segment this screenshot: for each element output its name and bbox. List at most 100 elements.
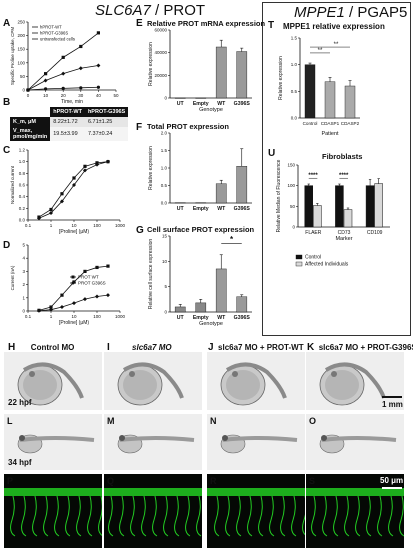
left-figure-title: SLC6A7 / PROT [95,2,205,19]
y-tick-label: 20000 [154,73,167,78]
fluorescence-image [306,488,404,537]
data-point [95,265,99,270]
embryo-image [117,434,195,454]
bar [365,185,375,228]
y-tick-label: 2.0 [161,131,168,136]
bar [215,46,227,99]
y-tick-label: 100 [17,60,25,65]
neuron-axon [21,495,27,537]
embryo-tail [321,436,397,442]
data-point [83,269,87,273]
data-point [106,264,110,268]
x-tick-label: FLAER [305,230,322,236]
microscopy-panel [4,352,102,410]
panel-letter-u: U [268,148,276,159]
neuron-axon [43,495,49,537]
x-tick-label: 100 [93,314,101,319]
legend-label: hPROT-G396S [40,31,68,36]
x-tick-label: 10 [71,223,77,228]
data-point [95,294,99,299]
embryo-image [17,434,95,454]
x-tick-label: 1 [50,314,53,319]
embryo-tail [19,436,95,442]
y-tick-label: 0.0 [19,218,26,223]
bar [174,306,186,313]
eye [19,435,25,441]
x-tick-label: G396S [234,206,251,212]
spinal-cord [207,488,305,496]
protein-name: PGAP5 [357,4,408,21]
title-separator: / [344,4,358,21]
chart-title-g: Cell surface PROT expression [147,225,255,234]
data-point [61,71,66,76]
legend-label: Control [305,255,321,261]
right-box [262,2,411,336]
significance-star: * [230,235,234,244]
panel-letter: N [210,416,217,426]
neuron-axon [258,495,264,537]
y-tick-label: 10 [162,259,168,264]
fluorescence-image [207,488,305,537]
neuron-axon [333,495,339,537]
data-point [72,183,76,187]
data-point [82,297,87,302]
significance-star: ** [334,42,339,48]
neuron-axon [174,495,180,537]
y-tick-label: 100 [287,183,295,188]
x-tick-label: 50 [113,93,119,98]
x-tick-label: G396S [234,315,251,321]
data-point [44,87,48,91]
x-tick-label: WT [217,101,226,107]
embryo-image [319,362,386,406]
data-point [72,176,76,180]
y-tick-label: 0.8 [19,171,26,176]
data-point [95,162,99,167]
scale-bar [382,487,402,489]
column-header-slc6a7-mo: I slc6a7 MO [107,342,172,353]
data-point [59,305,64,310]
scale-bar-label: 50 μm [380,476,404,485]
y-tick-label: 5 [164,284,167,289]
x-tick-label: G396S [234,101,251,107]
data-point [61,86,65,90]
row-label-34hpf: 34 hpf [8,458,32,467]
table-cell: 7.37±0.24 [84,127,129,141]
eye [331,371,337,377]
neuron-axon [344,495,350,537]
y-tick-label: 200 [17,33,25,38]
y-tick-label: 0.6 [19,183,26,188]
neuron-axon [98,495,102,536]
chart-title-f: Total PROT expression [147,122,229,131]
microscopy-panel: L [4,414,102,470]
panel-letter: L [7,416,13,426]
y-tick-label: 50 [290,204,296,209]
panel-letter-d: D [3,240,11,251]
neuron-axon [355,495,361,537]
data-point [61,55,65,59]
y-tick-label: 1 [22,295,25,300]
x-tick-label: 20 [61,93,67,98]
x-tick-label: 0.1 [25,314,32,319]
spinal-cord [306,488,404,496]
neuron-axon [377,495,383,537]
microscopy-panel: M [104,414,202,470]
y-tick-label: 0.5 [161,183,168,188]
microscopy-panel [104,352,202,410]
table-header-mut: hPROT-G396S [84,107,129,117]
y-tick-label: 0 [22,88,25,93]
data-point [72,301,76,306]
bar [215,268,227,313]
bar [335,185,344,228]
neuron-axon [399,495,404,537]
x-tick-label: UT [177,206,185,212]
data-point [49,207,53,212]
series-line-1 [27,65,99,91]
neuron-axon [163,495,169,537]
x-tick-label: 1000 [115,314,126,319]
column-header-control: H Control MO [8,342,75,353]
data-point [44,72,48,76]
y-tick-label: 0 [164,310,167,315]
embryo-image [319,434,397,454]
fluorescence-image [104,488,202,537]
